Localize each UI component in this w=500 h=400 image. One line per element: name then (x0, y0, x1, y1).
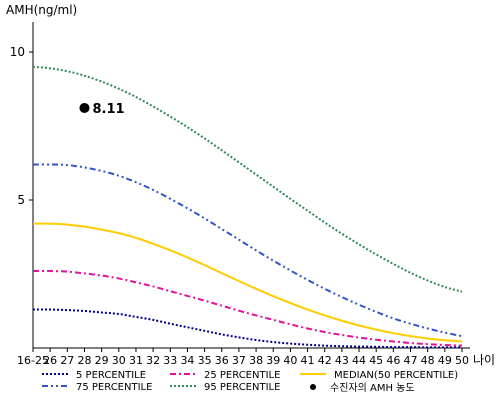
x-tick-label: 37 (232, 354, 246, 367)
x-tick-label: 39 (266, 354, 280, 367)
legend-label-75-percentile: 75 PERCENTILE (76, 382, 152, 393)
x-tick-label: 48 (421, 354, 435, 367)
x-tick-label: 49 (438, 354, 452, 367)
x-tick-label: 44 (352, 354, 366, 367)
x-tick-label: 43 (335, 354, 349, 367)
legend-label-5-percentile: 5 PERCENTILE (76, 370, 146, 381)
series-line-25-percentile (32, 269, 463, 347)
x-tick-label: 16-25 (17, 354, 49, 367)
series-line-95-percentile (32, 65, 463, 293)
legend-label-25-percentile: 25 PERCENTILE (204, 370, 280, 381)
x-tick-label: 26 (43, 354, 57, 367)
x-tick-label: 45 (369, 354, 383, 367)
x-axis-label: 나이 (473, 353, 495, 367)
legend-swatch-marker (310, 384, 316, 390)
x-tick-label: 47 (404, 354, 418, 367)
y-axis-label: AMH(ng/ml) (6, 3, 77, 17)
x-tick-label: 38 (249, 354, 263, 367)
x-tick-label: 33 (163, 354, 177, 367)
x-tick-label: 34 (180, 354, 194, 367)
x-tick-label: 32 (146, 354, 160, 367)
series-line-median-50-percentile (32, 222, 463, 343)
x-tick-label: 29 (95, 354, 109, 367)
x-tick-label: 35 (198, 354, 212, 367)
series-line-75-percentile (32, 163, 463, 338)
legend-label-95-percentile: 95 PERCENTILE (204, 382, 280, 393)
x-tick-label: 36 (215, 354, 229, 367)
x-tick-label: 31 (129, 354, 143, 367)
x-tick-label: 42 (318, 354, 332, 367)
patient-marker: 8.11 (79, 102, 125, 117)
series-line-5-percentile (32, 308, 462, 349)
x-tick-label: 46 (386, 354, 400, 367)
marker-point (79, 102, 90, 113)
x-tick-label: 40 (283, 354, 297, 367)
x-tick-label: 28 (77, 354, 91, 367)
y-tick-label: 10 (10, 45, 25, 59)
legend-label-median-50-percentile: MEDIAN(50 PERCENTILE) (334, 370, 458, 381)
x-tick-label: 30 (112, 354, 126, 367)
x-tick-label: 50 (455, 354, 469, 367)
x-tick-label: 27 (60, 354, 74, 367)
y-tick-label: 5 (17, 193, 25, 207)
y-ticks: 5 10 (10, 45, 33, 207)
legend: 5 PERCENTILE 25 PERCENTILE MEDIAN(50 PERCE… (42, 370, 458, 394)
series-lines (32, 65, 463, 349)
marker-value-label: 8.11 (92, 102, 124, 117)
legend-label-marker: 수진자의 AMH 농도 (330, 382, 415, 394)
x-tick-label: 41 (301, 354, 315, 367)
